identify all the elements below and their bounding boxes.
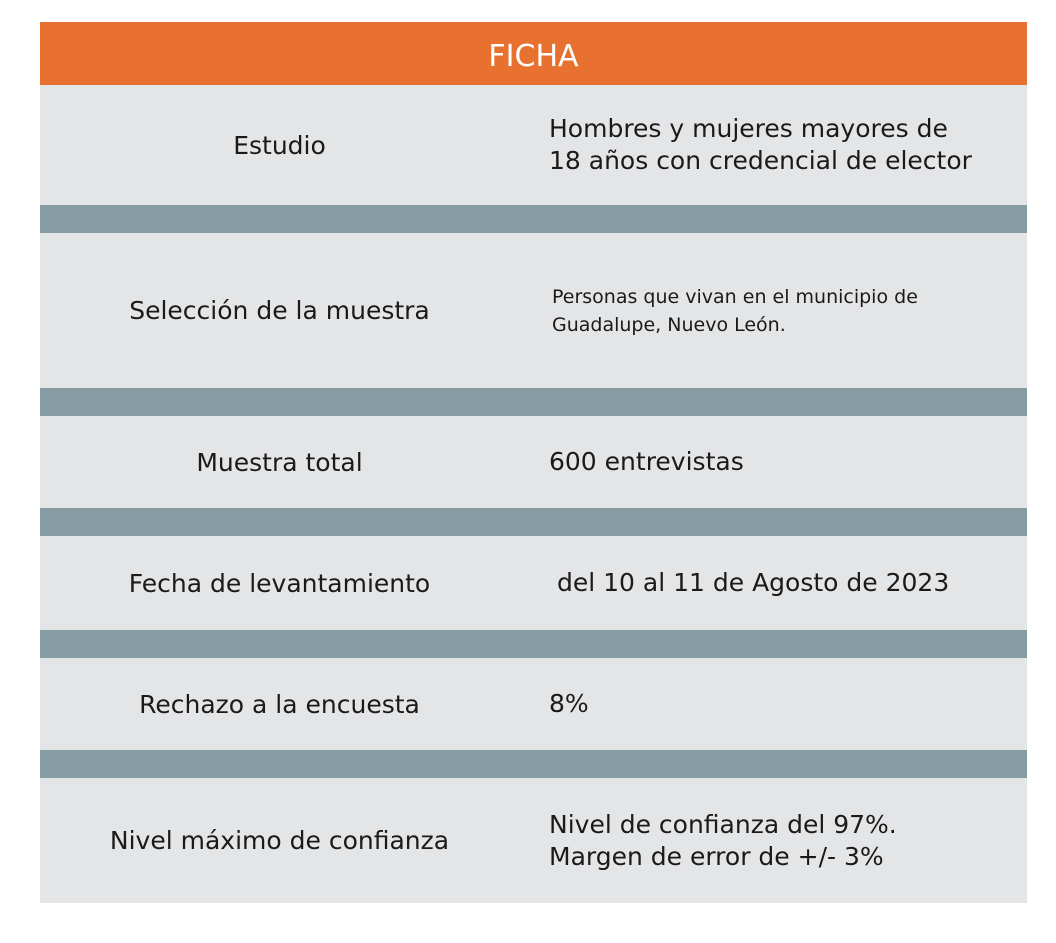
row-value: 8% bbox=[549, 689, 589, 718]
ficha-table: FICHA Estudio Hombres y mujeres mayores … bbox=[40, 22, 1027, 903]
table-row-fecha: Fecha de levantamiento del 10 al 11 de A… bbox=[40, 536, 1027, 630]
table-row-confianza: Nivel máximo de confianza Nivel de confi… bbox=[40, 778, 1027, 903]
row-value: Nivel de confianza del 97%. Margen de er… bbox=[549, 809, 897, 871]
row-separator bbox=[40, 750, 1027, 778]
row-separator bbox=[40, 630, 1027, 658]
row-label: Rechazo a la encuesta bbox=[139, 689, 420, 719]
table-row-muestra-total: Muestra total 600 entrevistas bbox=[40, 416, 1027, 508]
table-row-rechazo: Rechazo a la encuesta 8% bbox=[40, 658, 1027, 750]
row-separator bbox=[40, 508, 1027, 536]
row-label: Selección de la muestra bbox=[129, 296, 430, 325]
row-value: del 10 al 11 de Agosto de 2023 bbox=[557, 568, 950, 597]
row-label: Nivel máximo de confianza bbox=[109, 826, 450, 855]
row-label: Muestra total bbox=[196, 447, 363, 477]
table-title: FICHA bbox=[40, 22, 1027, 85]
row-value: Personas que vivan en el municipio de Gu… bbox=[552, 285, 918, 336]
row-value: Hombres y mujeres mayores de 18 años con… bbox=[549, 114, 972, 175]
row-label: Fecha de levantamiento bbox=[128, 568, 431, 598]
table-row-estudio: Estudio Hombres y mujeres mayores de 18 … bbox=[40, 85, 1027, 205]
row-value: 600 entrevistas bbox=[549, 447, 744, 476]
table-row-seleccion: Selección de la muestra Personas que viv… bbox=[40, 233, 1027, 388]
row-label: Estudio bbox=[233, 130, 326, 160]
row-separator bbox=[40, 388, 1027, 416]
row-separator bbox=[40, 205, 1027, 233]
